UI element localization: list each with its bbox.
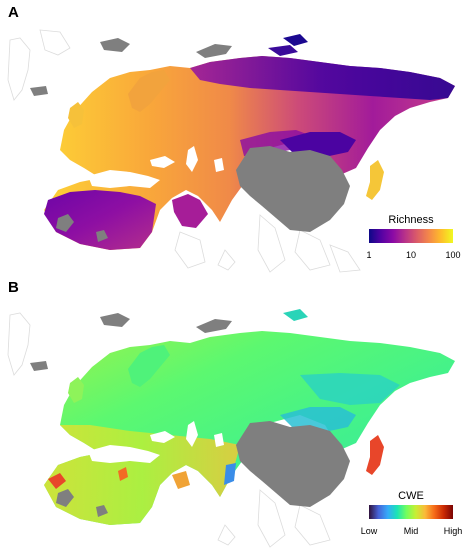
panel-letter: B [8, 279, 19, 296]
panel-letter: A [8, 4, 19, 21]
north-africa [44, 190, 156, 250]
britain [68, 102, 84, 128]
richness-map [7, 29, 455, 273]
north-band [190, 56, 455, 100]
background-outlines [7, 29, 361, 273]
japan [366, 160, 384, 200]
japan [366, 435, 384, 475]
legend-colorbar [369, 229, 453, 243]
scandinavia [128, 70, 170, 112]
scandinavia [128, 345, 170, 387]
legend-tick: 10 [405, 250, 417, 260]
panel-b-cwe-map: B CWE Low Mid High [0, 275, 467, 550]
legend-tick: 1 [366, 250, 372, 260]
legend-ticks: Low Mid High [360, 524, 463, 538]
richness-legend: Richness 1 10 100 [363, 214, 461, 262]
inland-seas [88, 421, 224, 463]
legend-tick: Low [360, 526, 378, 536]
southern-belt [44, 425, 240, 525]
legend-title: Richness [388, 214, 434, 226]
legend-title: CWE [398, 490, 424, 502]
background-outlines [7, 312, 331, 548]
sahara-no-data [56, 214, 108, 242]
cwe-map [7, 309, 455, 548]
cwe-legend: CWE Low Mid High [360, 490, 463, 538]
legend-ticks: 1 10 100 [363, 248, 461, 262]
legend-tick: 100 [445, 250, 461, 260]
arctic-islands [30, 34, 308, 96]
panel-a-richness-map: A Richness 1 10 100 [7, 4, 461, 273]
east-siberia [300, 373, 400, 405]
legend-colorbar [369, 505, 453, 519]
china-no-data [236, 421, 350, 507]
inland-seas [88, 146, 224, 188]
sahara-no-data [56, 489, 108, 517]
arabia [172, 194, 208, 228]
china-no-data [236, 146, 350, 232]
legend-tick: High [443, 526, 463, 536]
arctic-islands [30, 309, 308, 371]
hotspots [48, 463, 236, 489]
legend-tick: Mid [403, 526, 419, 536]
britain [68, 377, 84, 403]
